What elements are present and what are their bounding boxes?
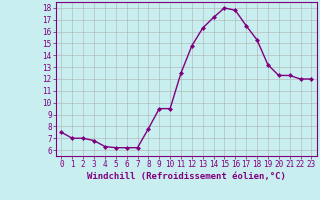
X-axis label: Windchill (Refroidissement éolien,°C): Windchill (Refroidissement éolien,°C) — [87, 172, 286, 181]
